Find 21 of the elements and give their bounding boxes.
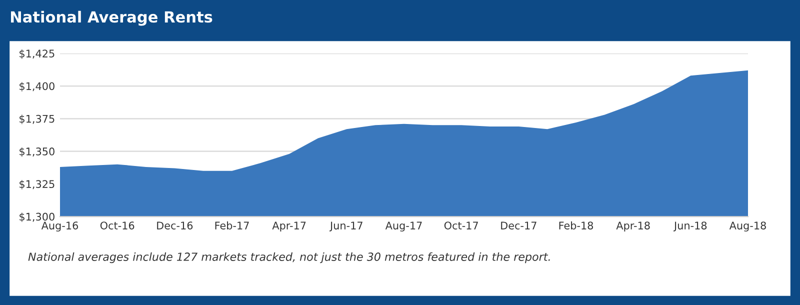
x-tick-label: Jun-18 xyxy=(673,222,707,232)
x-tick-label: Apr-17 xyxy=(272,222,306,232)
y-tick-label: $1,400 xyxy=(20,82,54,92)
x-tick-label: Oct-17 xyxy=(444,222,478,230)
y-tick-label: $1,325 xyxy=(20,180,54,190)
y-tick-label: $1,375 xyxy=(20,114,54,124)
x-tick-label: Dec-17 xyxy=(501,222,536,230)
x-tick-label: Jun-17 xyxy=(329,222,362,232)
x-tick-label: Aug-17 xyxy=(385,222,422,232)
y-tick-label: $1,350 xyxy=(20,147,54,157)
x-tick-label: Feb-18 xyxy=(559,221,594,230)
y-tick-label: $1,425 xyxy=(20,49,54,59)
x-tick-label: Aug-16 xyxy=(41,222,78,232)
x-tick-label: Dec-16 xyxy=(157,222,193,230)
text: National averages include 127 markets tracked, not just the 30 metros featured in the report. xyxy=(28,252,550,264)
y-tick-label: $1,300 xyxy=(20,212,54,222)
x-tick-label: Aug-18 xyxy=(729,222,766,232)
x-tick-label: Apr-18 xyxy=(616,222,650,232)
x-tick-label: Oct-16 xyxy=(100,222,134,230)
x-tick-label: Feb-17 xyxy=(215,221,249,230)
chart-title: National Average Rents xyxy=(11,10,212,26)
